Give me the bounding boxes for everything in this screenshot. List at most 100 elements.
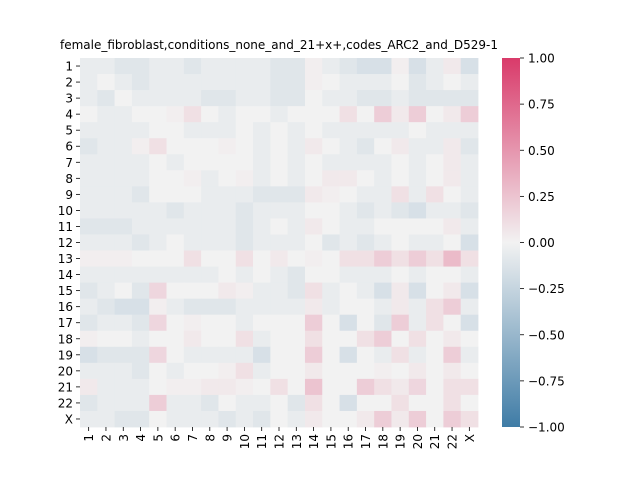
- heatmap-cell: [443, 346, 462, 364]
- heatmap-cell: [443, 250, 462, 267]
- heatmap-cell: [460, 122, 479, 139]
- heatmap-cell: [97, 314, 115, 332]
- heatmap-cell: [201, 122, 219, 139]
- y-tick-label: 8: [65, 172, 73, 186]
- heatmap-cell: [460, 90, 479, 107]
- heatmap-cell: [253, 170, 271, 187]
- heatmap-cell: [201, 250, 219, 267]
- heatmap-cell: [356, 346, 375, 364]
- heatmap-cell: [201, 410, 219, 428]
- heatmap-cell: [80, 202, 98, 219]
- heatmap-cell: [218, 362, 237, 380]
- heatmap-cell: [166, 298, 185, 316]
- heatmap-cell: [391, 330, 410, 348]
- heatmap-cell: [374, 218, 392, 235]
- heatmap-cell: [131, 314, 150, 332]
- heatmap-cell: [218, 266, 237, 284]
- heatmap-cell: [253, 330, 271, 348]
- heatmap-cell: [460, 218, 479, 235]
- heatmap-cell: [80, 154, 98, 171]
- heatmap-cell: [304, 394, 323, 412]
- heatmap-cell: [374, 346, 392, 364]
- heatmap-cell: [149, 154, 167, 171]
- y-tick-label: 17: [58, 316, 73, 330]
- heatmap-cell: [114, 58, 133, 75]
- heatmap-cell: [426, 378, 444, 396]
- heatmap-cell: [391, 170, 410, 187]
- heatmap-cell: [304, 362, 323, 380]
- heatmap-cell: [235, 330, 254, 348]
- y-tick-label: X: [65, 412, 73, 426]
- heatmap-cell: [287, 298, 306, 316]
- heatmap-cell: [166, 282, 185, 300]
- heatmap-cell: [460, 378, 479, 396]
- heatmap-cell: [287, 218, 306, 235]
- heatmap-cell: [426, 138, 444, 155]
- heatmap-cell: [270, 378, 289, 396]
- heatmap-cell: [408, 202, 427, 219]
- heatmap-cell: [114, 394, 133, 412]
- heatmap-cell: [97, 346, 115, 364]
- heatmap-cell: [218, 314, 237, 332]
- heatmap-cell: [287, 122, 306, 139]
- x-tick-label: 6: [169, 434, 183, 442]
- heatmap-cell: [408, 218, 427, 235]
- heatmap-cell: [322, 154, 340, 171]
- heatmap-cell: [287, 154, 306, 171]
- heatmap-cell: [391, 394, 410, 412]
- y-tick-label: 22: [58, 396, 73, 410]
- heatmap-cell: [149, 330, 167, 348]
- x-tick-label: 15: [324, 434, 338, 449]
- heatmap-cell: [131, 154, 150, 171]
- heatmap-cell: [426, 394, 444, 412]
- heatmap-cell: [183, 154, 202, 171]
- heatmap-cell: [235, 298, 254, 316]
- heatmap-cell: [356, 234, 375, 251]
- heatmap-cell: [322, 250, 340, 267]
- y-tick-label: 2: [65, 76, 73, 90]
- heatmap-cell: [426, 266, 444, 284]
- heatmap-cell: [391, 314, 410, 332]
- heatmap-cell: [131, 138, 150, 155]
- heatmap-cell: [443, 218, 462, 235]
- y-tick-label: 4: [65, 108, 73, 122]
- heatmap-cell: [270, 234, 289, 251]
- heatmap-cell: [374, 154, 392, 171]
- heatmap-cell: [322, 362, 340, 380]
- heatmap-cell: [356, 282, 375, 300]
- heatmap-cell: [322, 58, 340, 75]
- heatmap-cell: [391, 90, 410, 107]
- heatmap-cell: [339, 298, 358, 316]
- x-tick-label: 13: [290, 434, 304, 449]
- heatmap-cell: [287, 250, 306, 267]
- heatmap-cell: [166, 170, 185, 187]
- heatmap-cell: [201, 106, 219, 123]
- heatmap-cell: [253, 346, 271, 364]
- heatmap-cell: [201, 330, 219, 348]
- heatmap-cell: [356, 138, 375, 155]
- heatmap-cell: [166, 154, 185, 171]
- heatmap-cell: [114, 330, 133, 348]
- heatmap-cell: [80, 138, 98, 155]
- heatmap-cell: [149, 394, 167, 412]
- heatmap-cell: [443, 122, 462, 139]
- heatmap-cell: [322, 122, 340, 139]
- heatmap-cell: [304, 298, 323, 316]
- heatmap-cell: [201, 74, 219, 91]
- y-tick-label: 3: [65, 92, 73, 106]
- heatmap-cell: [183, 202, 202, 219]
- heatmap-cell: [183, 394, 202, 412]
- heatmap-cell: [443, 234, 462, 251]
- x-tick-label: 17: [359, 434, 373, 449]
- heatmap-cell: [391, 282, 410, 300]
- heatmap-cell: [235, 122, 254, 139]
- heatmap-cell: [218, 394, 237, 412]
- heatmap-cell: [460, 298, 479, 316]
- heatmap-cell: [391, 74, 410, 91]
- heatmap-cell: [201, 234, 219, 251]
- heatmap-cell: [183, 234, 202, 251]
- heatmap-cell: [460, 314, 479, 332]
- heatmap-cell: [201, 170, 219, 187]
- heatmap-cell: [97, 202, 115, 219]
- x-tick-label: 14: [307, 434, 321, 449]
